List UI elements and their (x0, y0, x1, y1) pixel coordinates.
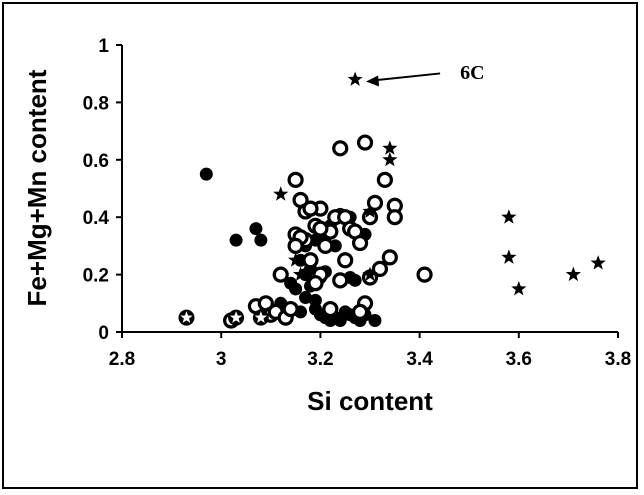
filled-circle-point (229, 233, 243, 247)
open-circle-point (282, 300, 299, 318)
star-point (511, 280, 527, 296)
open-circle-point (351, 303, 369, 321)
open-circle-point (272, 266, 289, 283)
open-circle-point (287, 237, 304, 254)
open-circle-point (356, 134, 374, 151)
annotation: 6C (366, 62, 485, 87)
open-circle-point (376, 171, 393, 188)
filled-circle-point (199, 167, 213, 181)
y-tick-label: 0.4 (83, 208, 110, 229)
open-circle-point (302, 200, 319, 217)
open-circle-point (312, 220, 329, 237)
star-point (287, 252, 304, 267)
star-point (590, 255, 606, 270)
open-circle-point (302, 252, 319, 269)
y-tick-label: 1 (98, 36, 109, 57)
annotation-arrow-line (373, 72, 441, 82)
filled-circle-point (254, 233, 268, 247)
open-circle-point (386, 209, 403, 226)
axes (116, 44, 619, 338)
star-point (382, 151, 398, 167)
star-point (292, 266, 309, 282)
y-tick-label: 0.2 (83, 266, 109, 287)
open-circle-point (317, 237, 334, 254)
filled-circle-point (308, 293, 322, 307)
filled-circle-point (299, 291, 313, 305)
star-point (362, 203, 378, 218)
star-point (565, 266, 581, 282)
open-circle-point (322, 300, 339, 318)
star-point (362, 266, 378, 282)
filled-circle-point (249, 222, 263, 236)
x-tick-label: 3 (216, 349, 227, 370)
x-tick-label: 3.4 (406, 349, 433, 370)
x-axis-label: Si content (307, 386, 433, 416)
y-tick-label: 0.6 (83, 151, 109, 172)
star-point (273, 186, 289, 201)
star-point (382, 140, 398, 155)
y-tick-label: 0 (98, 323, 109, 344)
star-point (347, 71, 363, 86)
data-points (178, 71, 606, 329)
x-tick-label: 3.2 (307, 349, 333, 370)
star-in-circle-point (228, 309, 245, 326)
open-circle-point (416, 266, 433, 283)
y-tick-label: 0.8 (83, 93, 109, 114)
filled-circle-point (368, 314, 382, 328)
annotation-label: 6C (460, 62, 484, 84)
filled-circle-point (348, 273, 362, 287)
star-in-circle-point (252, 309, 269, 326)
filled-circle-point (289, 282, 303, 296)
open-circle-point (307, 275, 324, 292)
open-circle-point (287, 171, 304, 188)
tick-labels: 2.8 3 3.2 3.4 3.6 3.8 0 0.2 0.4 0.6 0.8 1 (83, 36, 632, 370)
open-circle-point (381, 249, 398, 266)
star-point (501, 209, 517, 224)
star-point (501, 249, 517, 264)
annotation-arrowhead (366, 75, 380, 87)
x-tick-label: 3.8 (605, 349, 631, 370)
open-circle-point (337, 252, 354, 269)
chart-frame (2, 2, 638, 489)
open-circle-point (332, 272, 349, 289)
open-circle-point (332, 140, 349, 157)
y-axis-label: Fe+Mg+Mn content (22, 69, 52, 306)
x-tick-label: 2.8 (109, 349, 135, 370)
star-in-circle-point (178, 309, 195, 326)
open-circle-point (351, 234, 369, 252)
x-tick-label: 3.6 (506, 349, 532, 370)
